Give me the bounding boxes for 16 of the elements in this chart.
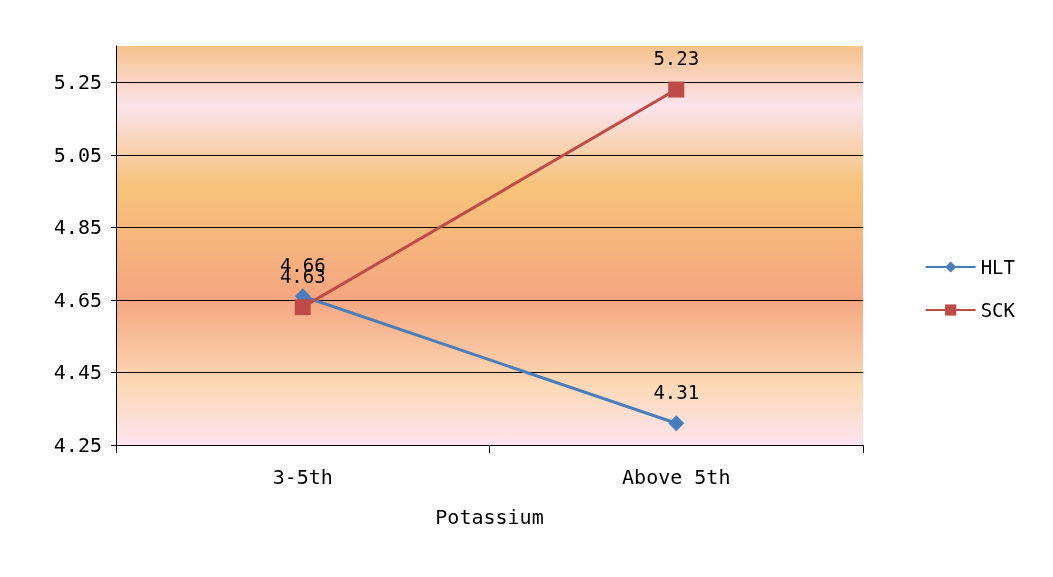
- y-tick-label: 4.45: [53, 360, 102, 385]
- data-label: 4.31: [653, 380, 700, 403]
- y-tick-label: 4.25: [53, 433, 102, 457]
- x-axis-title: Potassium: [435, 505, 544, 529]
- legend-label: HLT: [980, 256, 1016, 278]
- y-tick-label: 4.65: [53, 287, 102, 312]
- y-tick-label: 4.85: [53, 215, 102, 240]
- y-tick-label: 5.25: [53, 70, 102, 95]
- x-tick-label: 3-5th: [272, 465, 333, 489]
- point: [668, 81, 685, 98]
- legend-label: SCK: [980, 299, 1016, 321]
- y-tick-label: 5.05: [53, 142, 102, 167]
- point: [294, 299, 311, 316]
- point: [668, 415, 685, 432]
- x-tick-label: Above 5th: [622, 465, 731, 489]
- data-label: 5.23: [653, 47, 700, 70]
